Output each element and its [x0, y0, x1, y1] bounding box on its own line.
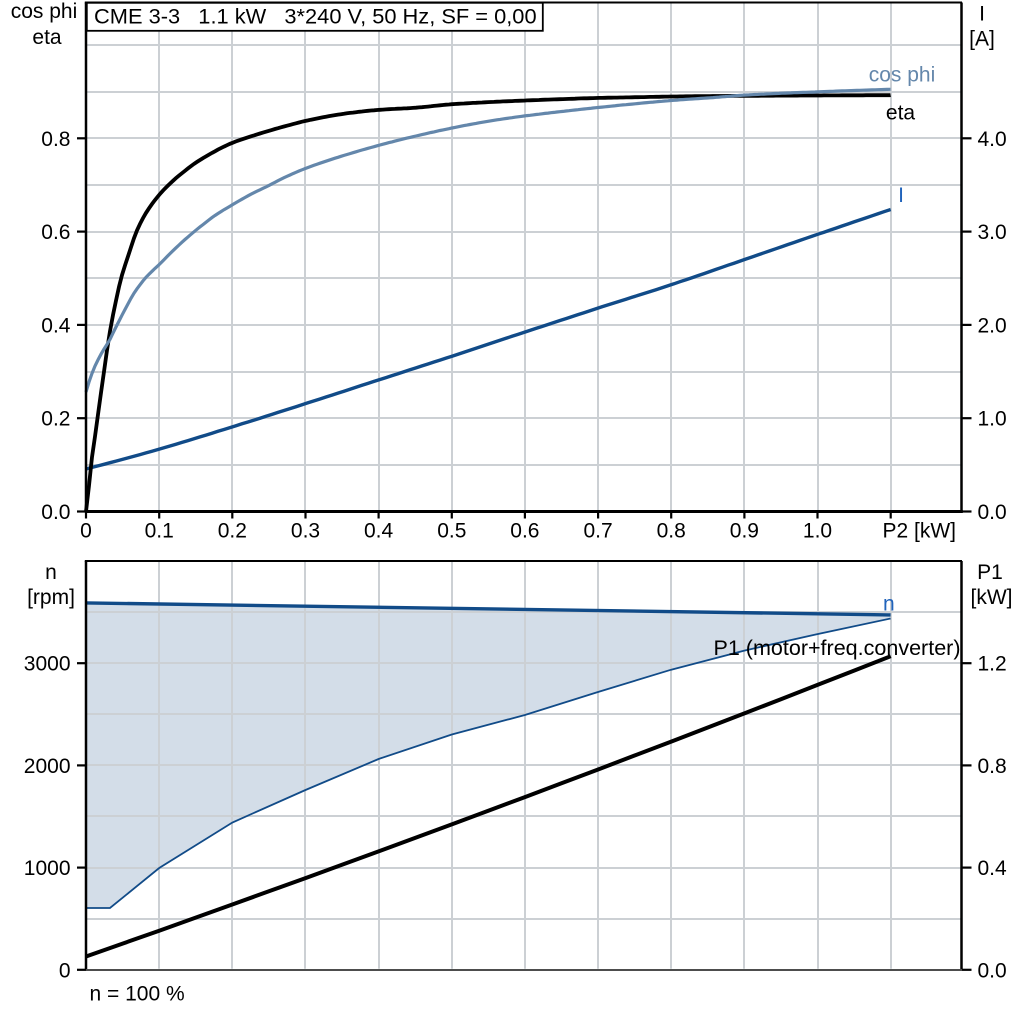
- svg-text:1.0: 1.0: [978, 408, 1007, 431]
- svg-text:1000: 1000: [24, 857, 71, 880]
- svg-text:CME 3-3 1.1 kW 3*240 V, 50: CME 3-3 1.1 kW 3*240 V, 50 Hz, SF = 0,00: [94, 6, 537, 29]
- svg-text:0.8: 0.8: [978, 755, 1007, 778]
- svg-text:n: n: [883, 593, 895, 616]
- svg-text:P1: P1: [977, 561, 1003, 584]
- svg-text:0.8: 0.8: [657, 520, 686, 543]
- svg-text:I: I: [979, 3, 985, 26]
- svg-text:n = 100 %: n = 100 %: [90, 983, 185, 1006]
- svg-text:0.4: 0.4: [364, 520, 394, 543]
- svg-text:cos phi: cos phi: [11, 0, 78, 23]
- svg-text:eta: eta: [32, 26, 62, 49]
- svg-text:0.4: 0.4: [978, 857, 1008, 880]
- svg-text:0.4: 0.4: [41, 314, 71, 337]
- svg-text:2.0: 2.0: [978, 314, 1007, 337]
- svg-text:1.2: 1.2: [978, 653, 1007, 676]
- svg-text:3.0: 3.0: [978, 221, 1007, 244]
- svg-text:0.8: 0.8: [41, 128, 70, 151]
- svg-text:I: I: [898, 184, 904, 207]
- svg-text:0.6: 0.6: [510, 520, 539, 543]
- svg-text:0.0: 0.0: [978, 501, 1007, 524]
- svg-text:0.2: 0.2: [218, 520, 247, 543]
- svg-text:0.9: 0.9: [730, 520, 759, 543]
- svg-text:1.0: 1.0: [803, 520, 832, 543]
- svg-text:P1 (motor+freq.converter): P1 (motor+freq.converter): [714, 637, 961, 660]
- svg-text:0.2: 0.2: [41, 408, 70, 431]
- svg-text:0.3: 0.3: [291, 520, 320, 543]
- svg-text:0: 0: [59, 959, 71, 982]
- svg-text:0.1: 0.1: [145, 520, 174, 543]
- svg-text:eta: eta: [886, 102, 916, 125]
- svg-text:0.0: 0.0: [41, 501, 70, 524]
- svg-text:2000: 2000: [24, 755, 71, 778]
- svg-text:4.0: 4.0: [978, 128, 1007, 151]
- svg-text:[A]: [A]: [969, 28, 995, 51]
- svg-text:0.6: 0.6: [41, 221, 70, 244]
- svg-text:n: n: [45, 561, 57, 584]
- svg-text:0.5: 0.5: [437, 520, 466, 543]
- svg-text:[rpm]: [rpm]: [27, 586, 75, 609]
- svg-text:cos phi: cos phi: [869, 64, 936, 87]
- svg-text:0.0: 0.0: [978, 959, 1007, 982]
- svg-text:[kW]: [kW]: [971, 586, 1013, 609]
- svg-text:0.7: 0.7: [583, 520, 612, 543]
- svg-text:0: 0: [80, 520, 92, 543]
- svg-text:P2 [kW]: P2 [kW]: [882, 520, 956, 543]
- svg-text:3000: 3000: [24, 653, 71, 676]
